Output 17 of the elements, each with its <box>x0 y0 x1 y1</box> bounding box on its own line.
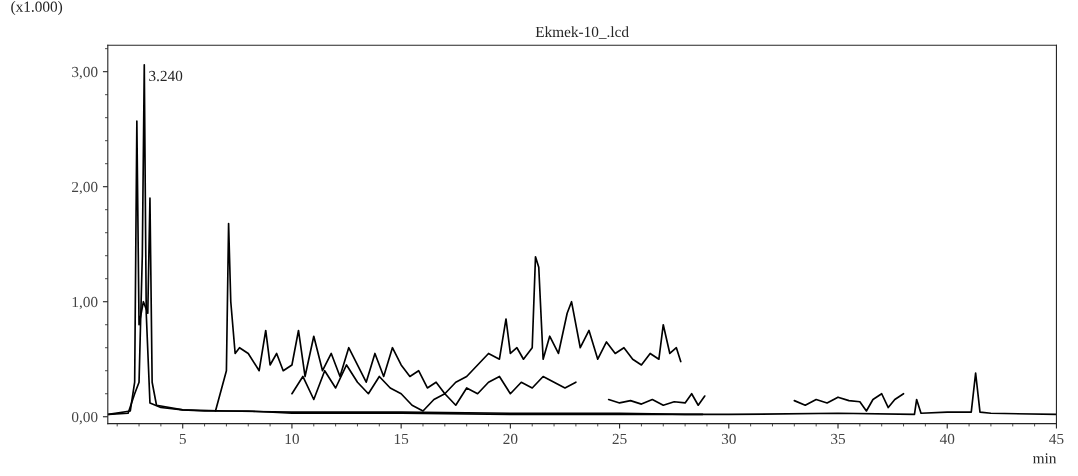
x-tick-label: 35 <box>831 433 846 445</box>
chart-title: Ekmek-10_.lcd <box>535 26 629 39</box>
x-tick-label: 30 <box>721 433 736 445</box>
y-tick-label: 2,00 <box>72 181 98 195</box>
y-tick-label: 0,00 <box>71 411 98 425</box>
x-tick-label: 40 <box>939 433 955 445</box>
x-tick-label: 15 <box>394 433 409 445</box>
x-tick-label: 25 <box>612 433 627 445</box>
x-axis-title: min <box>1032 453 1057 464</box>
x-tick-label: 5 <box>179 433 186 445</box>
x-tick-label: 45 <box>1049 433 1064 445</box>
x-tick-label: 10 <box>285 433 299 445</box>
y-axis-title: (x1.000) <box>11 1 63 15</box>
y-tick-label: 3,00 <box>72 66 98 80</box>
annotation: 3.240 <box>149 70 183 82</box>
x-tick-label: 20 <box>503 433 518 445</box>
y-tick-label: 1,00 <box>72 296 98 310</box>
